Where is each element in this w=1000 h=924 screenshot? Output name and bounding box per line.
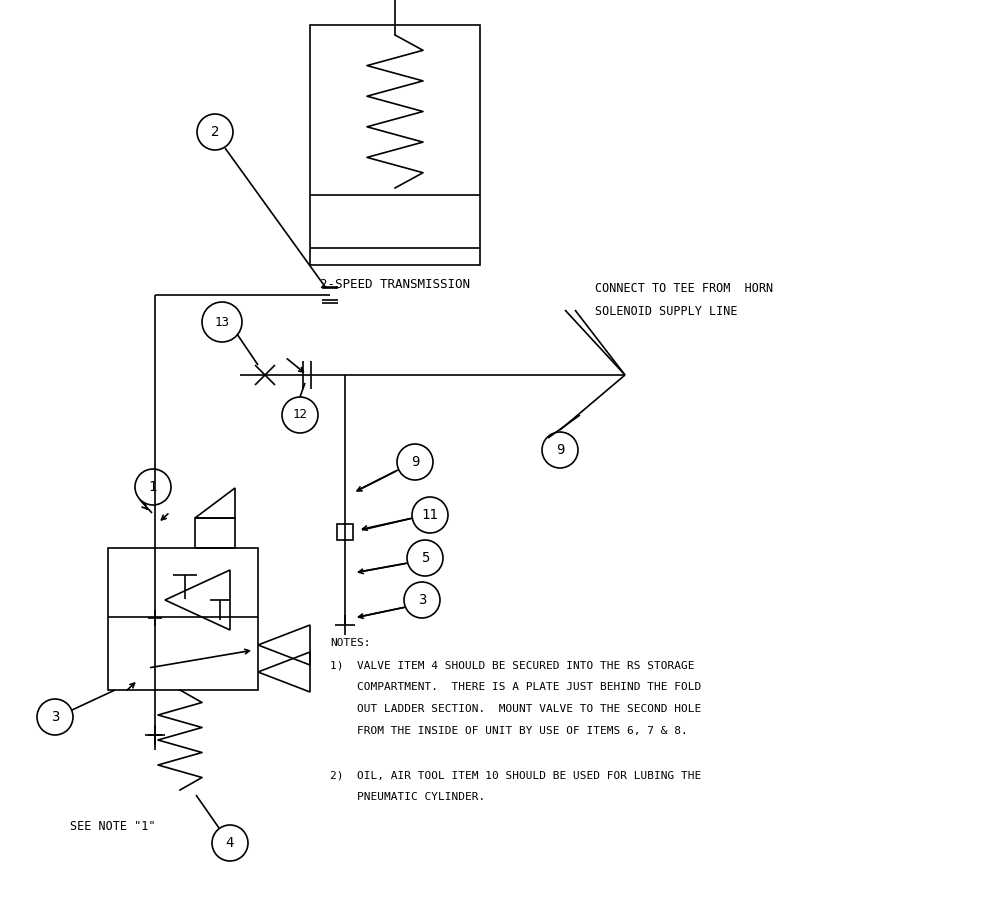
Text: COMPARTMENT.  THERE IS A PLATE JUST BEHIND THE FOLD: COMPARTMENT. THERE IS A PLATE JUST BEHIN…	[330, 682, 701, 692]
Text: 9: 9	[556, 443, 564, 457]
Text: PNEUMATIC CYLINDER.: PNEUMATIC CYLINDER.	[330, 792, 485, 802]
Text: 2: 2	[211, 125, 219, 139]
Text: 3: 3	[418, 593, 426, 607]
Text: SEE NOTE "1": SEE NOTE "1"	[70, 820, 156, 833]
Text: 1)  VALVE ITEM 4 SHOULD BE SECURED INTO THE RS STORAGE: 1) VALVE ITEM 4 SHOULD BE SECURED INTO T…	[330, 660, 694, 670]
Bar	[337, 524, 353, 540]
Text: SOLENOID SUPPLY LINE: SOLENOID SUPPLY LINE	[595, 305, 738, 318]
Text: 4: 4	[226, 836, 234, 850]
Text: 2)  OIL, AIR TOOL ITEM 10 SHOULD BE USED FOR LUBING THE: 2) OIL, AIR TOOL ITEM 10 SHOULD BE USED …	[330, 770, 701, 780]
Text: CONNECT TO TEE FROM  HORN: CONNECT TO TEE FROM HORN	[595, 282, 773, 295]
Text: 11: 11	[422, 508, 438, 522]
Text: FROM THE INSIDE OF UNIT BY USE OF ITEMS 6, 7 & 8.: FROM THE INSIDE OF UNIT BY USE OF ITEMS …	[330, 726, 688, 736]
Text: 2-SPEED TRANSMISSION: 2-SPEED TRANSMISSION	[320, 278, 470, 291]
Text: 3: 3	[51, 710, 59, 724]
Bar	[108, 548, 258, 690]
Text: 1: 1	[149, 480, 157, 494]
Bar	[195, 518, 235, 548]
Bar	[310, 25, 480, 265]
Text: OUT LADDER SECTION.  MOUNT VALVE TO THE SECOND HOLE: OUT LADDER SECTION. MOUNT VALVE TO THE S…	[330, 704, 701, 714]
Text: 9: 9	[411, 455, 419, 469]
Text: 5: 5	[421, 551, 429, 565]
Text: NOTES:: NOTES:	[330, 638, 370, 648]
Text: 13: 13	[214, 315, 230, 329]
Text: 12: 12	[292, 408, 308, 421]
